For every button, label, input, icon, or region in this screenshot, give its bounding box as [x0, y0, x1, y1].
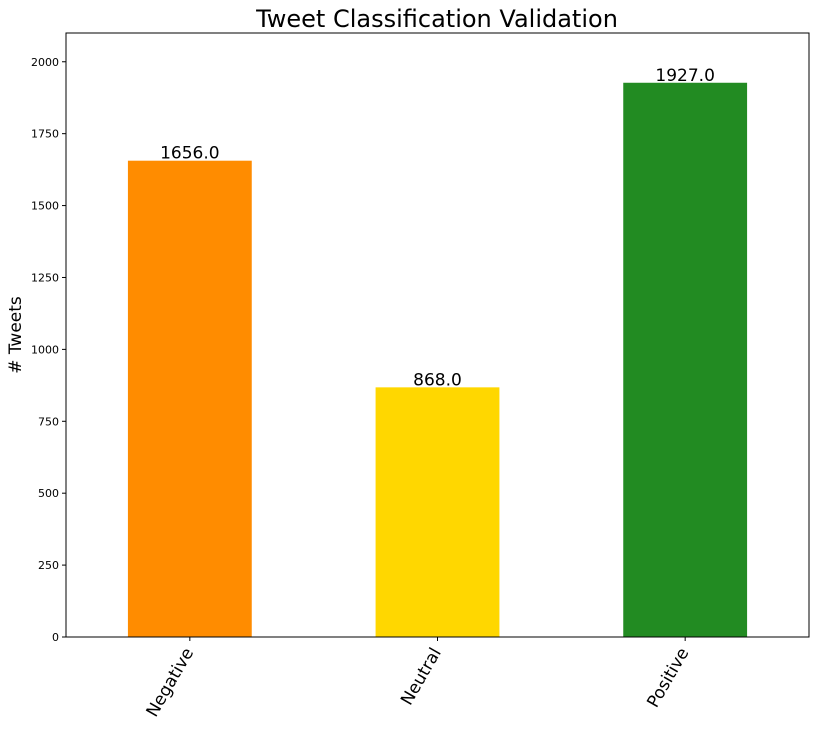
bar-positive [623, 82, 748, 637]
bar-value-label: 1656.0 [160, 144, 219, 164]
x-axis: Negative Neutral Positive [143, 637, 693, 721]
y-tick-label: 1750 [31, 128, 59, 141]
bar-value-label: 868.0 [413, 370, 462, 390]
y-tick-label: 2000 [31, 56, 59, 69]
y-tick-label: 1500 [31, 200, 59, 213]
bar-value-labels: 1656.0 868.0 1927.0 [160, 66, 715, 391]
bar-negative [127, 160, 252, 637]
y-tick-label: 0 [52, 631, 59, 644]
x-tick-label: Negative [143, 645, 198, 721]
x-tick-label: Neutral [397, 645, 446, 709]
plot-frame [65, 32, 810, 638]
bars [127, 82, 748, 637]
y-tick-label: 250 [38, 559, 59, 572]
x-tick-label: Positive [643, 645, 693, 712]
bar-value-label: 1927.0 [655, 66, 714, 86]
y-axis: 0 250 500 750 1000 1250 1500 1750 2000 [31, 56, 66, 644]
chart-title: Tweet Classification Validation [255, 5, 618, 33]
y-tick-label: 500 [38, 487, 59, 500]
y-tick-label: 750 [38, 415, 59, 428]
y-tick-label: 1000 [31, 343, 59, 356]
bar-neutral [375, 387, 500, 637]
y-tick-label: 1250 [31, 271, 59, 284]
y-axis-title: # Tweets [6, 296, 26, 374]
